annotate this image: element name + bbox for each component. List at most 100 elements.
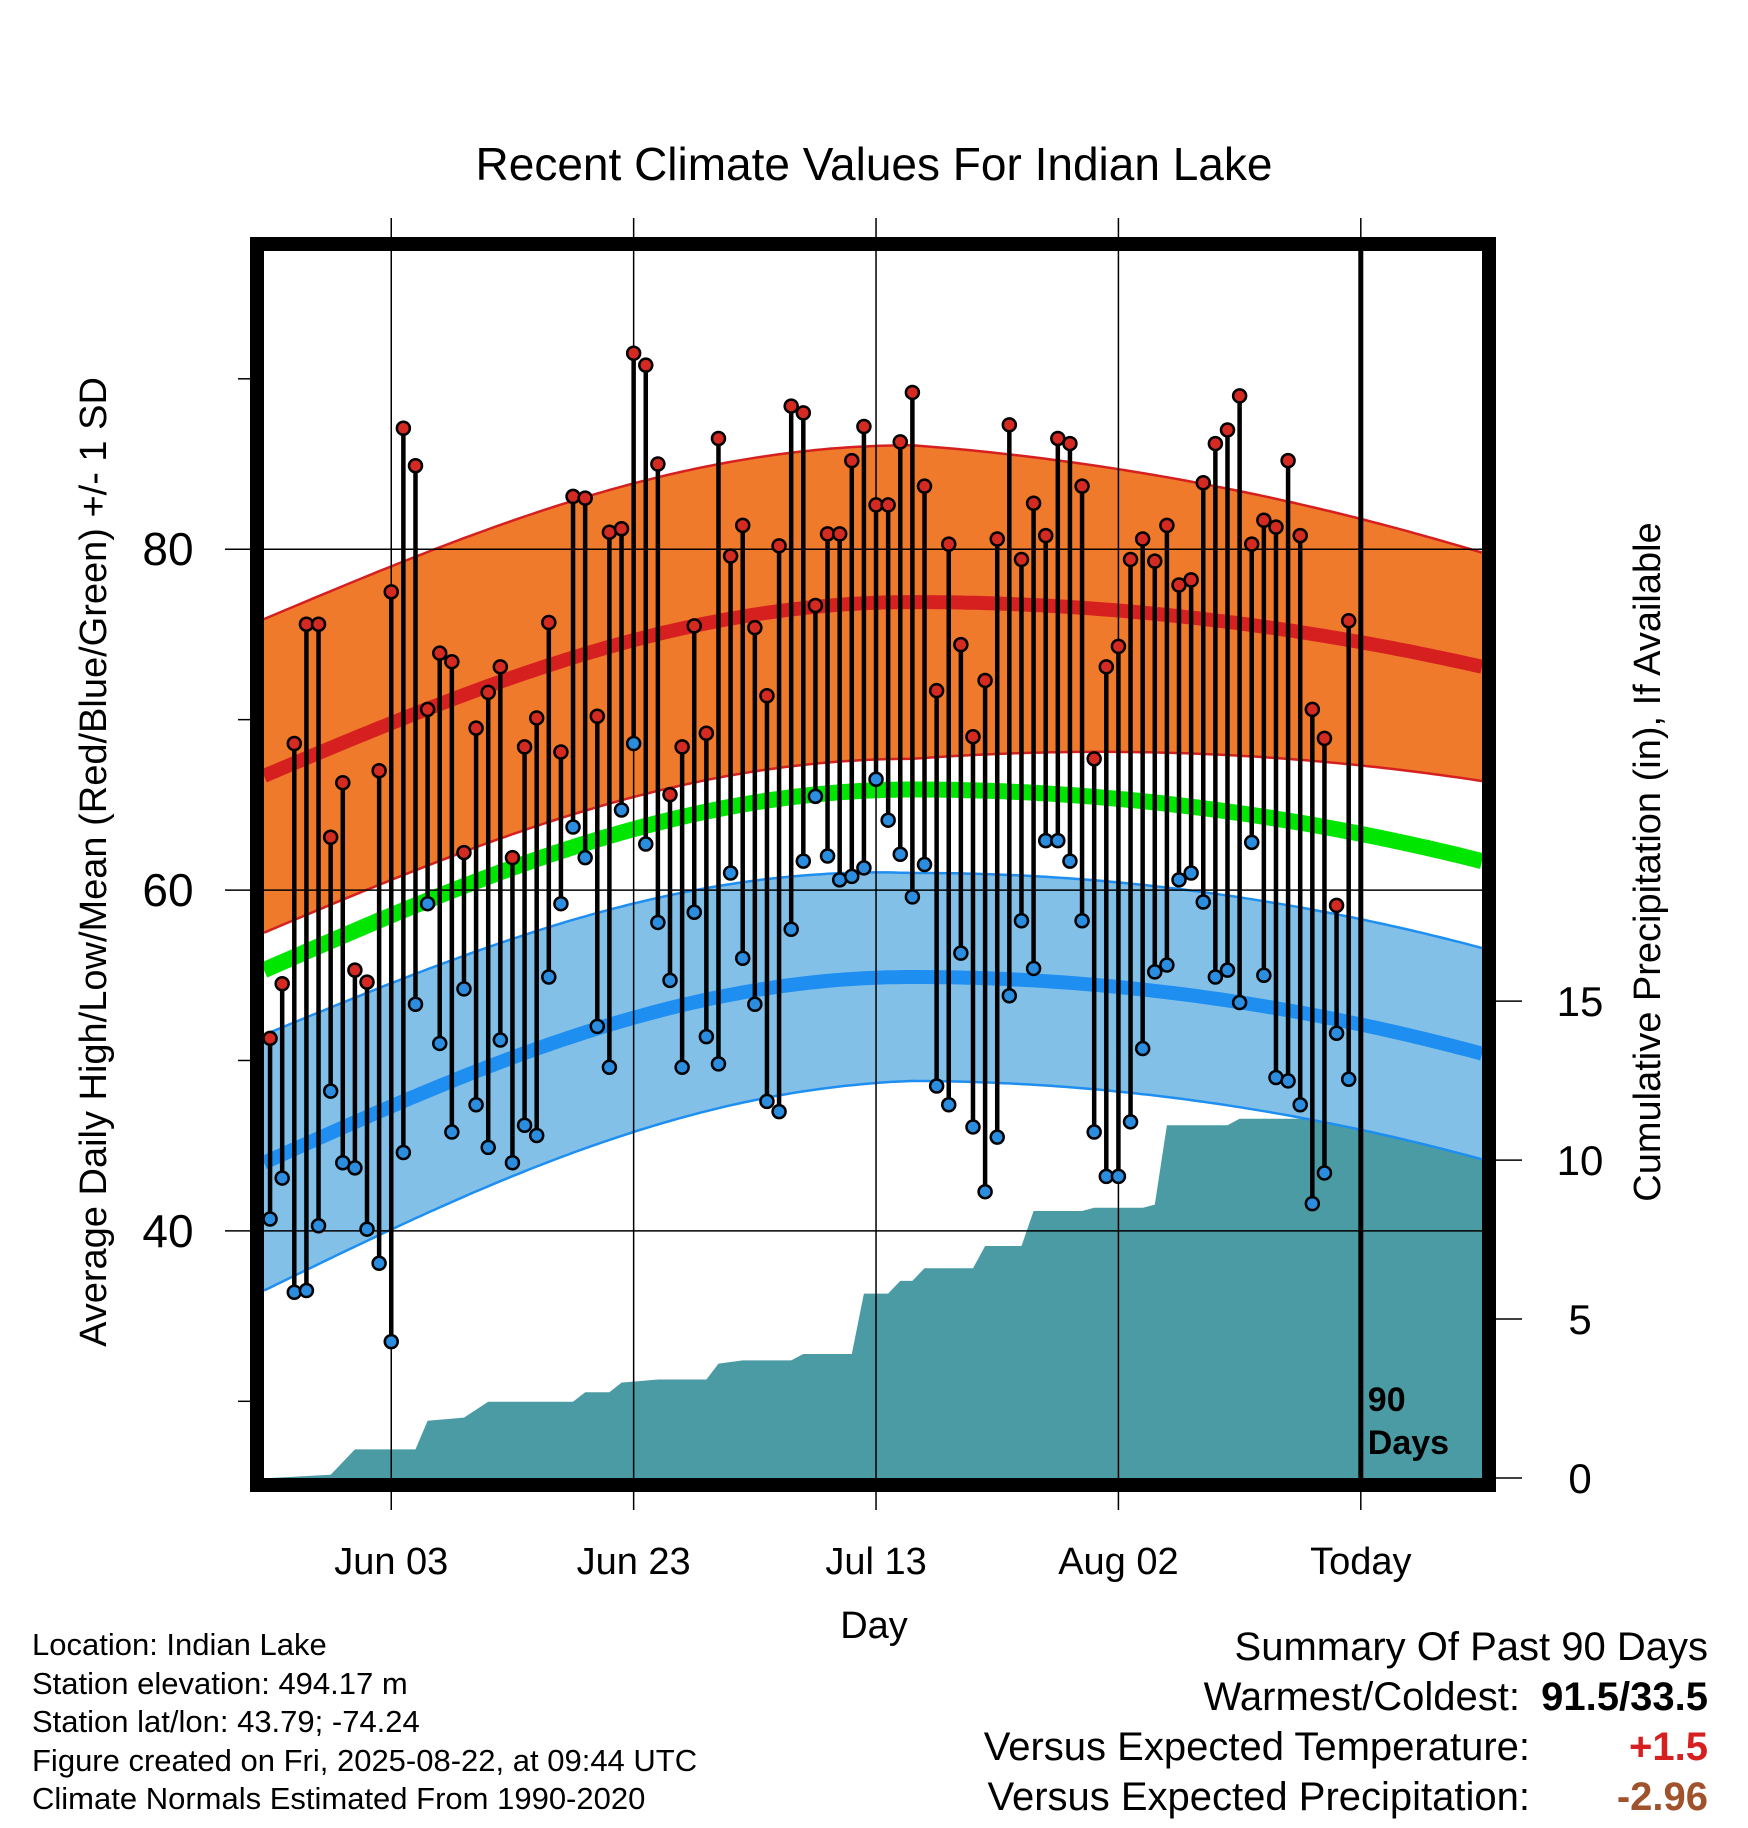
- y2-tick-label: 15: [1557, 978, 1604, 1025]
- chart-title: Recent Climate Values For Indian Lake: [476, 138, 1273, 190]
- daily-high-dot: [1304, 701, 1321, 718]
- daily-high-dot: [1280, 452, 1296, 469]
- daily-low-dot: [940, 1097, 957, 1113]
- daily-low-dot: [322, 1083, 339, 1099]
- y-tick-label: 80: [142, 523, 193, 575]
- daily-high-dot: [698, 725, 715, 742]
- y-axis-left: 40 60 80: [142, 378, 250, 1403]
- daily-high-dot: [662, 786, 678, 803]
- daily-low-dot: [1122, 1114, 1139, 1130]
- daily-low-dot: [977, 1183, 993, 1200]
- today-days-number: 90: [1368, 1381, 1406, 1419]
- daily-high-dot: [880, 497, 896, 513]
- daily-low-dot: [565, 819, 581, 835]
- daily-high-dot: [274, 976, 290, 992]
- daily-high-dot: [1134, 531, 1151, 547]
- daily-low-dot: [613, 802, 630, 818]
- today-days-word: Days: [1368, 1424, 1449, 1462]
- daily-high-dot: [444, 653, 460, 670]
- daily-low-dot: [1340, 1071, 1357, 1087]
- daily-low-dot: [589, 1018, 606, 1035]
- daily-high-dot: [1086, 751, 1102, 767]
- x-tick-label: Jun 03: [334, 1541, 448, 1583]
- daily-low-dot: [1304, 1195, 1321, 1212]
- daily-high-dot: [553, 744, 569, 760]
- daily-high-dot: [1219, 422, 1236, 438]
- daily-low-dot: [541, 969, 557, 985]
- precip-departure-value: -2.96: [1616, 1775, 1708, 1819]
- daily-high-dot: [747, 619, 763, 636]
- daily-high-dot: [468, 720, 484, 736]
- daily-high-dot: [1013, 551, 1030, 568]
- daily-high-dot: [734, 517, 751, 534]
- daily-high-dot: [419, 701, 436, 718]
- daily-high-dot: [953, 636, 969, 653]
- daily-low-dot: [1292, 1097, 1308, 1113]
- daily-high-dot: [407, 457, 424, 474]
- daily-high-dot: [795, 405, 812, 421]
- daily-low-dot: [674, 1059, 690, 1076]
- high-band-fill: [264, 445, 1482, 933]
- daily-low-dot: [710, 1056, 727, 1072]
- daily-low-dot: [1280, 1073, 1296, 1089]
- daily-low-dot: [1171, 872, 1187, 888]
- daily-low-dot: [310, 1218, 327, 1234]
- daily-high-dot: [492, 659, 509, 675]
- daily-high-dot: [831, 526, 848, 542]
- daily-low-dot: [286, 1284, 303, 1300]
- y-tick-label: 60: [142, 864, 193, 916]
- today-marker: 90 Days: [1358, 251, 1449, 1478]
- daily-high-dot: [710, 430, 727, 447]
- daily-high-dot: [286, 735, 303, 752]
- daily-high-dot: [504, 849, 521, 866]
- daily-low-dot: [722, 865, 739, 881]
- daily-high-dot: [347, 962, 363, 978]
- x-tick-label: Jun 23: [577, 1541, 691, 1583]
- low-band-lower-edge: [264, 1079, 1482, 1292]
- daily-low-dot: [407, 996, 424, 1012]
- daily-high-dot: [807, 597, 824, 614]
- daily-low-dot: [1147, 964, 1163, 980]
- daily-high-dot: [844, 452, 860, 469]
- daily-high-dot: [1195, 475, 1212, 491]
- daily-range-bars: [267, 353, 1351, 1342]
- daily-high-dot: [456, 844, 472, 861]
- daily-low-dot: [492, 1032, 509, 1048]
- daily-high-dot: [1268, 519, 1284, 535]
- y-axis-right: 0 5 10 15: [1496, 978, 1603, 1502]
- daily-high-dot: [1292, 527, 1308, 544]
- daily-high-dot: [904, 384, 921, 401]
- x-axis-label: Day: [840, 1605, 908, 1647]
- daily-low-dot: [577, 849, 593, 866]
- daily-low-dot: [601, 1059, 618, 1076]
- warmest-coldest-value: 91.5/33.5: [1541, 1675, 1708, 1719]
- daily-low-dot: [431, 1035, 448, 1052]
- daily-high-dot: [722, 548, 739, 564]
- daily-low-dot: [1231, 994, 1248, 1011]
- daily-high-dot: [965, 728, 981, 745]
- daily-low-dot: [504, 1154, 521, 1171]
- daily-low-dot: [1062, 853, 1078, 869]
- precip-departure-label: Versus Expected Precipitation:: [987, 1775, 1530, 1819]
- daily-low-dot: [698, 1028, 715, 1045]
- warmest-coldest-row: Warmest/Coldest: 91.5/33.5: [984, 1672, 1708, 1722]
- y-tick-label: 40: [142, 1205, 193, 1257]
- daily-low-dot: [1207, 969, 1224, 985]
- created-text: Figure created on Fri, 2025-08-22, at 09…: [32, 1742, 698, 1778]
- daily-high-dot: [759, 688, 775, 704]
- daily-low-dot: [383, 1333, 400, 1350]
- daily-low-dot: [480, 1139, 496, 1156]
- x-tick-label: Today: [1310, 1541, 1411, 1583]
- daily-high-dot: [1037, 527, 1054, 544]
- daily-low-dot: [734, 950, 751, 966]
- low-band-fill: [264, 872, 1482, 1291]
- daily-high-dot: [674, 739, 690, 755]
- daily-low-dot: [989, 1129, 1005, 1145]
- daily-high-dot: [589, 708, 606, 724]
- daily-low-dot: [1110, 1168, 1127, 1185]
- precipitation-area: [264, 1112, 1482, 1478]
- daily-high-dot: [613, 521, 630, 537]
- daily-high-dot: [1074, 478, 1090, 494]
- daily-high-dot: [650, 456, 666, 472]
- daily-low-dot: [395, 1144, 412, 1161]
